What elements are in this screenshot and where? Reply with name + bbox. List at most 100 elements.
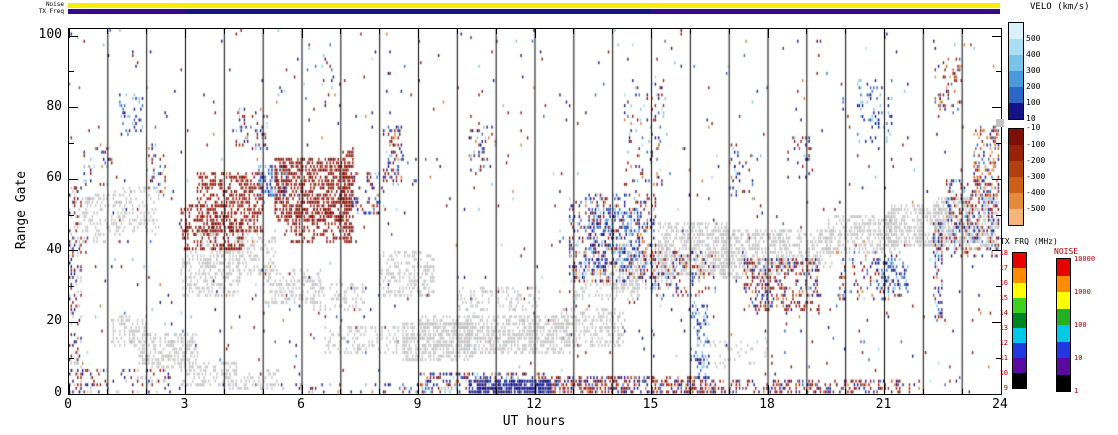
noise-strip xyxy=(68,3,1000,8)
y-tick-label: 60 xyxy=(46,170,62,186)
velo-tick-label: 500 xyxy=(1026,34,1041,43)
colorbar-cell xyxy=(1009,55,1023,71)
x-axis-tick-top xyxy=(612,29,614,34)
y-axis-tick-right xyxy=(992,321,1001,323)
x-axis-tick-top xyxy=(379,29,381,34)
x-axis-tick-top xyxy=(651,29,652,38)
x-axis-tick xyxy=(534,385,536,394)
x-axis-tick xyxy=(456,389,458,394)
y-axis-tick xyxy=(69,286,74,288)
x-axis-tick xyxy=(495,389,497,394)
y-tick-label: 0 xyxy=(54,385,62,400)
x-axis-tick xyxy=(961,389,963,394)
colorbar-cell xyxy=(1057,341,1070,358)
x-axis-tick-top xyxy=(223,29,225,34)
x-axis-tick xyxy=(379,389,381,394)
x-tick-label: 3 xyxy=(180,397,189,412)
velo-tick-label: -300 xyxy=(1026,172,1046,181)
colorbar-cell xyxy=(1009,209,1023,225)
colorbar-cell xyxy=(1009,177,1023,193)
colorbar-cell xyxy=(1057,325,1070,342)
x-axis-tick xyxy=(262,389,264,394)
txfreq-strip-segment xyxy=(650,9,1000,14)
colorbar-cell xyxy=(1009,103,1023,119)
colorbar-cell xyxy=(1009,71,1023,87)
velo-bar-gap xyxy=(1008,120,1024,128)
colorbar-cell xyxy=(1013,253,1026,268)
y-axis-tick xyxy=(69,71,74,73)
y-axis-tick xyxy=(69,393,78,395)
velo-tick-label: 10 xyxy=(1026,114,1036,123)
ground-scatter-swatch xyxy=(996,119,1004,127)
velo-colorbar xyxy=(1008,22,1024,226)
y-axis-tick-right xyxy=(996,71,1001,73)
colorbar-cell xyxy=(1013,328,1026,343)
noise-tick-label: 10 xyxy=(1074,354,1083,362)
noise-colorbar xyxy=(1056,258,1071,392)
velo-tick-label: 200 xyxy=(1026,82,1041,91)
colorbar-cell xyxy=(1009,129,1023,145)
x-axis-tick xyxy=(301,385,303,394)
velo-tick-label: 300 xyxy=(1026,66,1041,75)
x-axis-tick xyxy=(1000,385,1002,394)
colorbar-cell xyxy=(1013,358,1026,373)
colorbar-cell xyxy=(1057,259,1070,276)
txfrq-tick-label: 16 xyxy=(999,279,1008,287)
y-axis-tick-right xyxy=(992,35,1001,37)
y-tick-label: 100 xyxy=(38,27,62,43)
y-axis-tick-right xyxy=(996,286,1001,288)
x-axis-tick-top xyxy=(301,29,303,38)
plot-frame xyxy=(68,28,1002,395)
x-tick-label: 15 xyxy=(642,397,659,412)
x-axis-tick-top xyxy=(961,29,963,34)
x-axis-label: UT hours xyxy=(502,414,566,429)
colorbar-cell xyxy=(1057,275,1070,292)
x-axis-tick xyxy=(612,389,614,394)
velo-tick-label: -400 xyxy=(1026,188,1046,197)
colorbar-cell xyxy=(1009,161,1023,177)
y-axis-tick xyxy=(69,214,74,216)
txfrq-tick-label: 18 xyxy=(999,249,1008,257)
x-axis-tick-top xyxy=(418,29,419,38)
y-axis-tick-right xyxy=(996,214,1001,216)
x-axis-tick xyxy=(689,389,691,394)
x-axis-tick-top xyxy=(107,29,109,34)
y-tick-label: 80 xyxy=(46,98,62,114)
noise-tick-label: 100 xyxy=(1074,321,1087,329)
x-axis-tick xyxy=(340,389,342,394)
colorbar-cell xyxy=(1057,292,1070,309)
x-axis-tick-top xyxy=(185,29,186,38)
x-axis-tick xyxy=(418,385,419,394)
x-tick-label: 24 xyxy=(992,397,1008,412)
colorbar-cell xyxy=(1009,87,1023,103)
x-tick-label: 21 xyxy=(875,397,892,412)
x-axis-tick-top xyxy=(573,29,575,34)
x-axis-tick xyxy=(185,385,186,394)
y-axis-tick-right xyxy=(996,357,1001,359)
txfrq-tick-label: 17 xyxy=(999,264,1008,272)
colorbar-cell xyxy=(1013,343,1026,358)
velo-tick-label: -200 xyxy=(1026,156,1046,165)
txfrq-tick-label: 15 xyxy=(999,294,1008,302)
y-axis-tick-right xyxy=(992,107,1001,109)
x-tick-label: 18 xyxy=(759,397,775,412)
txfreq-strip-segment xyxy=(68,9,185,14)
x-axis-tick xyxy=(223,389,225,394)
colorbar-cell xyxy=(1009,193,1023,209)
y-axis-tick xyxy=(69,321,78,323)
colorbar-cell xyxy=(1009,145,1023,161)
colorbar-cell xyxy=(1057,308,1070,325)
y-axis-tick xyxy=(69,357,74,359)
x-axis-tick-top xyxy=(495,29,497,34)
colorbar-cells xyxy=(1008,128,1024,226)
y-axis-tick-right xyxy=(992,250,1001,252)
x-axis-tick xyxy=(806,389,808,394)
x-axis-tick-top xyxy=(922,29,924,34)
y-tick-label: 20 xyxy=(46,313,62,329)
colorbar-cell xyxy=(1013,283,1026,298)
colorbar-cell xyxy=(1009,23,1023,39)
colorbar-cell xyxy=(1013,298,1026,313)
x-tick-label: 12 xyxy=(526,397,542,412)
x-tick-label: 6 xyxy=(297,397,305,412)
